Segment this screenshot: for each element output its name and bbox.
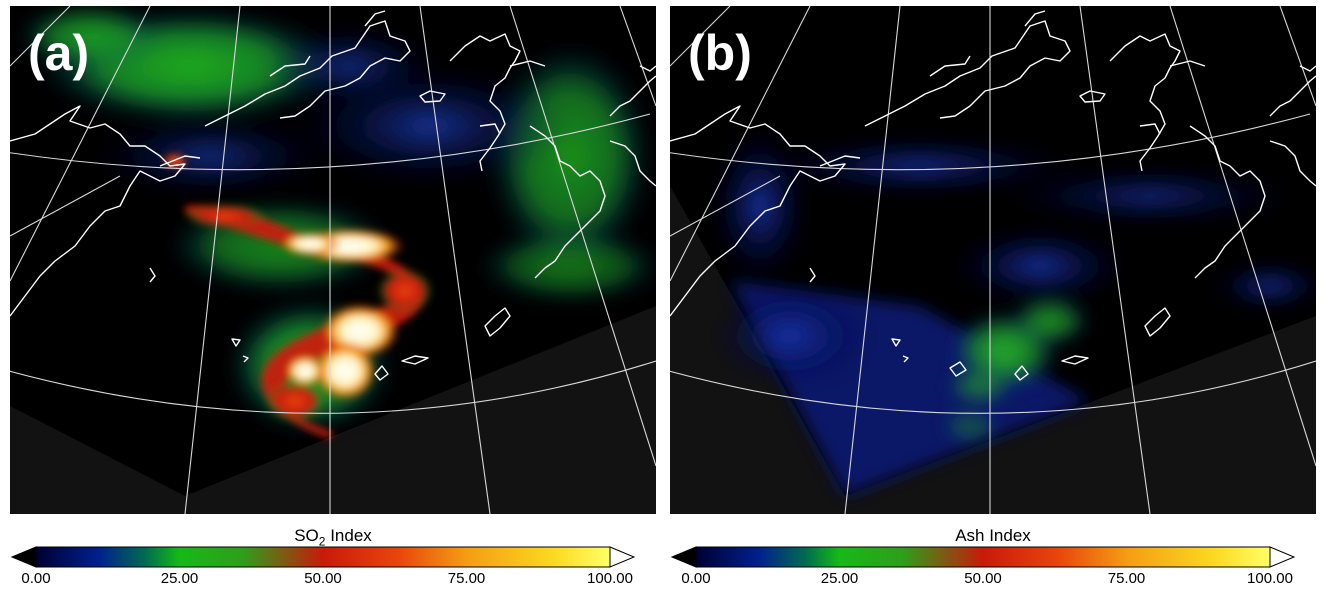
colorbar-tick: 25.00 — [160, 570, 199, 587]
colorbar-max-arrow — [609, 546, 636, 568]
coastlines — [10, 10, 656, 381]
graticule — [670, 6, 1316, 514]
colorbar-max-arrow — [1269, 546, 1296, 568]
map-b-svg — [670, 6, 1316, 514]
colorbar-b: Ash Index 0.00 25.00 50.00 75.00 100.00 — [670, 522, 1316, 597]
colorbar-min-arrow — [10, 546, 37, 568]
colorbar-tick: 25.00 — [820, 570, 859, 587]
colorbar-min-arrow — [670, 546, 697, 568]
colorbar-tick: 75.00 — [1107, 570, 1146, 587]
map-a-svg — [10, 6, 656, 514]
panel-label-a: (a) — [28, 25, 90, 81]
map-panel-b: (b) — [670, 6, 1316, 514]
so2-plume — [165, 155, 433, 438]
coastlines — [670, 10, 1316, 381]
colorbar-tick: 0.00 — [681, 570, 711, 587]
colorbar-gradient — [695, 546, 1271, 568]
colorbar-tick: 75.00 — [447, 570, 486, 587]
colorbar-tick: 50.00 — [304, 570, 342, 587]
colorbar-tick: 50.00 — [964, 570, 1002, 587]
colorbar-ticks-b: 0.00 25.00 50.00 75.00 100.00 — [670, 570, 1316, 592]
map-panel-a: (a) — [10, 6, 656, 514]
panel-label-b: (b) — [688, 25, 752, 81]
colorbar-title-b: Ash Index — [955, 526, 1031, 545]
graticule — [10, 6, 656, 514]
colorbar-title-a: SO2 Index — [294, 526, 372, 549]
colorbar-a-graphic — [10, 546, 636, 568]
colorbar-tick: 100.00 — [1247, 570, 1293, 587]
colorbar-tick: 0.00 — [21, 570, 51, 587]
colorbar-ticks-a: 0.00 25.00 50.00 75.00 100.00 — [10, 570, 656, 592]
colorbar-gradient — [35, 546, 611, 568]
colorbar-a: SO2 Index 0.00 25.00 50.00 75.00 100.00 — [10, 522, 656, 597]
colorbar-tick: 100.00 — [587, 570, 633, 587]
colorbar-b-graphic — [670, 546, 1296, 568]
